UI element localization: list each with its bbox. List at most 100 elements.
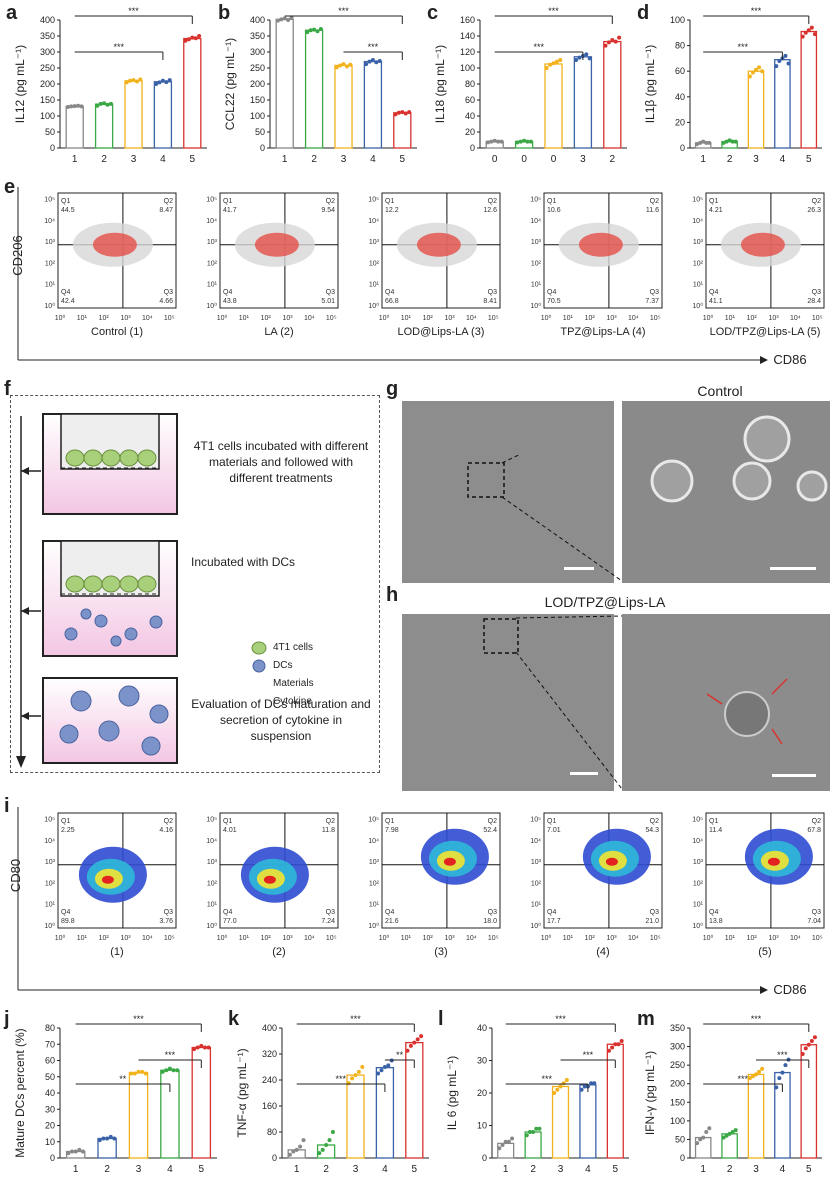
dc-legend-icon [252,659,266,673]
y-tick-label: 10 [45,1137,55,1147]
data-point [527,1130,532,1134]
quadrant-name: Q2 [650,198,659,205]
data-point [405,1048,410,1053]
data-point [800,1052,805,1056]
quadrant-name: Q4 [61,909,70,916]
quadrant-name: Q1 [385,198,394,205]
x-tick-label: 2 [727,154,733,165]
quadrant-value: 43.8 [223,298,237,305]
x-tick-label: 10⁰ [703,314,714,322]
quadrant-value: 7.98 [385,827,399,834]
significance-label: ** [396,1050,404,1060]
y-tick-label: 0 [50,1153,55,1163]
x-tick-label: 10¹ [725,935,736,942]
quadrant-name: Q1 [547,198,556,205]
data-point [197,34,202,38]
y-tick-label: 40 [465,111,475,121]
data-point [334,65,339,70]
bar [800,30,818,149]
x-tick-label: 10⁴ [628,935,639,942]
data-point [66,1151,71,1156]
plot-label: (2) [272,946,285,958]
bar [346,1074,365,1159]
data-point [327,1138,332,1143]
y-tick-label: 140 [460,31,475,41]
data-point [747,1076,752,1081]
y-tick-label: 150 [40,95,55,105]
data-point [294,1147,299,1152]
y-tick-label: 100 [670,15,685,25]
data-point [733,139,738,144]
data-point [548,62,553,67]
x-tick-label: 10⁵ [488,315,499,322]
x-tick-label: 10³ [606,935,617,942]
legend-dcs: DCs [273,660,293,671]
x-tick-label: 5 [412,1164,418,1175]
x-tick-label: 4 [370,154,376,165]
data-point [408,1043,413,1048]
y-tick-label: 10⁰ [368,922,379,930]
x-tick-label: 10⁰ [55,314,66,322]
bar [573,56,593,149]
quadrant-value: 9.54 [321,207,335,214]
significance-label: *** [133,1014,144,1024]
quadrant-value: 7.01 [547,827,561,834]
bar [694,1136,712,1159]
x-tick-label: 10⁵ [164,935,175,942]
y-tick-label: 200 [250,79,265,89]
data-point [291,1149,296,1154]
plot-frame [219,812,339,929]
data-point [344,64,349,69]
quadrant-name: Q1 [223,198,232,205]
significance-label: *** [336,1074,347,1084]
quadrant-value: 12.6 [483,207,497,214]
y-tick-label: 100 [250,111,265,121]
x-tick-label: 2 [104,1164,110,1175]
y-tick-label: 10⁴ [368,838,379,845]
data-point [610,1045,615,1050]
bar [551,1085,570,1159]
x-tick-label: 5 [199,1164,205,1175]
data-point [499,139,504,144]
data-point [558,58,563,62]
data-point [79,104,84,109]
data-point [190,35,195,40]
panel-letter-i: i [4,795,10,817]
bar [747,1073,765,1159]
data-point [606,1048,611,1053]
data-point [98,101,103,106]
y-tick-label: 30 [477,1056,487,1066]
tumor-cell-legend-icon [251,641,267,655]
plot-label: (4) [596,946,609,958]
y-tick-label: 10⁰ [692,922,703,930]
x-tick-label: 10³ [120,315,131,322]
legend-materials: Materials [273,678,314,689]
significance-label: *** [548,6,559,16]
quadrant-value: 28.4 [807,298,821,305]
x-tick-label: 5 [613,1164,619,1175]
data-point [584,52,589,57]
quadrant-value: 4.16 [159,827,173,834]
x-tick-label: 2 [323,1164,329,1175]
y-tick-label: 50 [675,1134,685,1144]
data-point [754,1072,758,1077]
y-tick-label: 10⁴ [44,218,55,225]
data-point [364,62,369,67]
plot-label: LA (2) [264,326,293,338]
x-tick-label: 10⁰ [217,934,228,942]
chart-ifn-gamma: 0 50 100 150 200 250 300 350 IFN-γ (pg mL⁻¹) 1 2 3 4… [643,1014,822,1175]
y-tick-label: 10⁴ [368,218,379,225]
data-point [338,63,343,68]
x-tick-label: 10⁰ [703,934,714,942]
quadrant-name: Q4 [709,909,718,916]
chart-il12: 0 50 100 150 200 250 300 350 400 IL12 (pg mL⁻¹) 1 2… [13,6,207,165]
significance-label: *** [114,42,125,52]
data-point [554,59,559,64]
schematic-step-2: Incubated with DCs [191,555,296,569]
y-tick-label: 10⁴ [206,838,217,845]
chart-il6: 0 10 20 30 40 IL 6 (pg mL⁻¹) 1 2 3 4 5 *** *** *** [445,1014,629,1175]
x-tick-label: 10⁵ [326,315,337,322]
x-tick-label: 10⁰ [55,934,66,942]
y-tick-label: 10¹ [531,902,542,909]
